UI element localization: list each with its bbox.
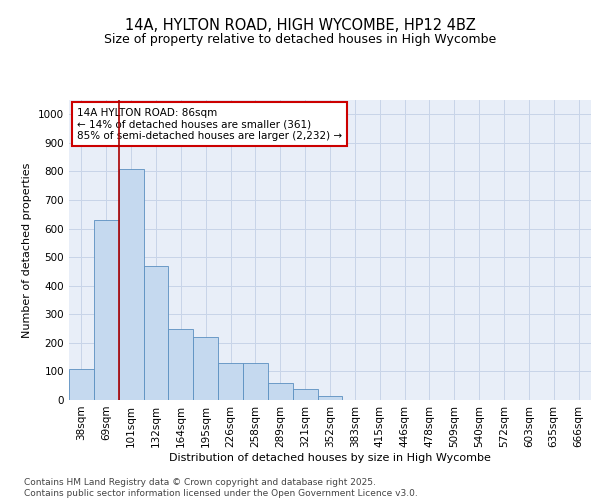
Text: 14A, HYLTON ROAD, HIGH WYCOMBE, HP12 4BZ: 14A, HYLTON ROAD, HIGH WYCOMBE, HP12 4BZ	[125, 18, 475, 32]
X-axis label: Distribution of detached houses by size in High Wycombe: Distribution of detached houses by size …	[169, 452, 491, 462]
Y-axis label: Number of detached properties: Number of detached properties	[22, 162, 32, 338]
Bar	[193, 337, 218, 400]
Bar	[69, 368, 94, 400]
Bar	[218, 363, 243, 400]
Bar	[293, 388, 317, 400]
Bar	[317, 396, 343, 400]
Text: Size of property relative to detached houses in High Wycombe: Size of property relative to detached ho…	[104, 32, 496, 46]
Text: Contains HM Land Registry data © Crown copyright and database right 2025.
Contai: Contains HM Land Registry data © Crown c…	[24, 478, 418, 498]
Bar	[268, 383, 293, 400]
Bar	[243, 363, 268, 400]
Text: 14A HYLTON ROAD: 86sqm
← 14% of detached houses are smaller (361)
85% of semi-de: 14A HYLTON ROAD: 86sqm ← 14% of detached…	[77, 108, 342, 140]
Bar	[94, 220, 119, 400]
Bar	[169, 328, 193, 400]
Bar	[119, 168, 143, 400]
Bar	[143, 266, 169, 400]
